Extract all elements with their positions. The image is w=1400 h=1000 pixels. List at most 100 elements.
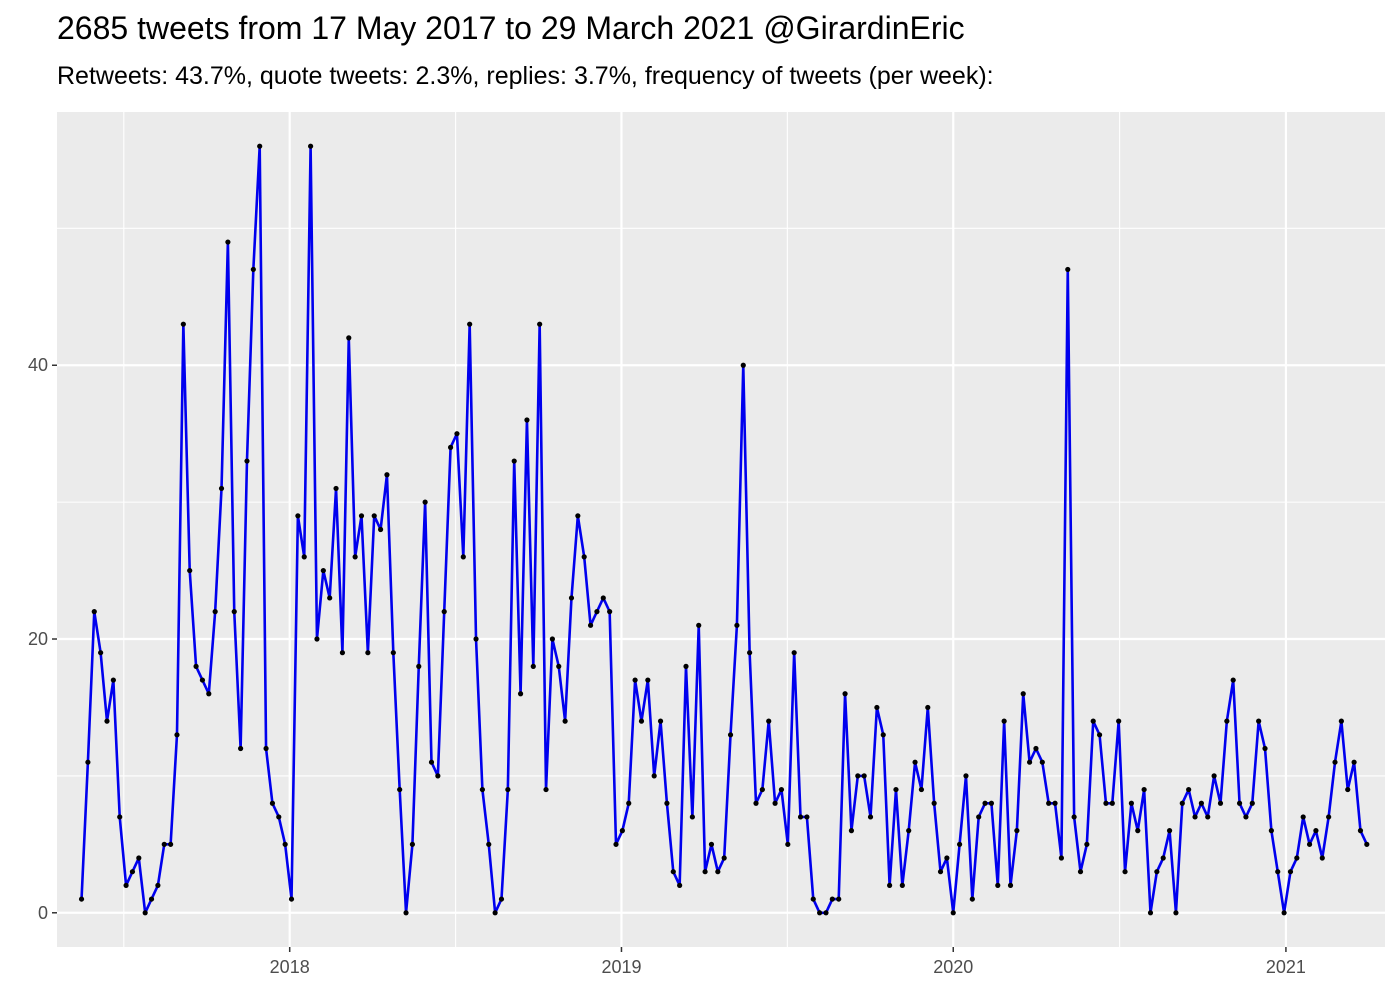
data-point	[85, 759, 91, 765]
data-point	[168, 841, 174, 847]
data-point	[677, 882, 683, 889]
data-point	[187, 567, 193, 574]
y-tick-label: 20	[28, 629, 48, 649]
data-point	[1236, 800, 1243, 806]
data-point	[810, 896, 816, 902]
data-point	[1154, 869, 1160, 875]
data-point	[498, 896, 505, 902]
data-point	[702, 869, 708, 875]
data-point	[486, 841, 492, 847]
x-axis: 2018 2019 2020 2021	[270, 947, 1306, 977]
data-point	[836, 896, 842, 902]
data-point	[1007, 882, 1014, 889]
data-point	[1300, 814, 1306, 820]
data-point	[823, 910, 829, 916]
minor-gridlines	[57, 112, 1385, 947]
data-point	[1033, 745, 1039, 752]
data-point	[467, 321, 473, 327]
data-point	[1198, 800, 1204, 806]
data-point	[358, 513, 365, 519]
series-layer	[78, 143, 1370, 916]
data-point	[263, 745, 269, 752]
data-point	[619, 828, 625, 834]
data-point	[912, 759, 918, 765]
data-point	[1026, 759, 1033, 765]
data-point	[206, 691, 212, 697]
data-point	[651, 773, 657, 779]
data-point	[1160, 855, 1166, 861]
data-point	[78, 896, 85, 902]
data-point	[91, 609, 97, 615]
data-point	[1186, 786, 1192, 793]
data-point	[874, 704, 880, 711]
data-point	[1166, 828, 1173, 834]
data-point	[1096, 732, 1103, 738]
data-point	[1211, 773, 1217, 779]
data-point	[632, 677, 638, 683]
data-point	[918, 786, 925, 793]
data-point	[327, 595, 333, 601]
data-point	[893, 786, 899, 793]
data-point	[950, 910, 956, 916]
data-point	[1077, 869, 1084, 875]
data-point	[708, 841, 715, 847]
data-point	[645, 677, 651, 683]
data-point	[1345, 786, 1351, 793]
data-point	[155, 882, 161, 889]
data-point	[524, 417, 530, 423]
data-point	[855, 773, 861, 779]
data-point	[397, 786, 403, 793]
data-point	[664, 800, 670, 806]
x-tick-label: 2018	[270, 957, 310, 977]
data-point	[696, 622, 702, 628]
data-point	[530, 663, 536, 669]
chart-subtitle: Retweets: 43.7%, quote tweets: 2.3%, rep…	[57, 62, 994, 90]
data-point	[403, 910, 409, 916]
data-point	[479, 786, 485, 793]
data-point	[1351, 759, 1357, 765]
data-point	[817, 910, 823, 916]
data-point	[600, 595, 606, 601]
data-point	[517, 691, 524, 697]
data-point	[568, 595, 575, 601]
data-point	[1179, 800, 1185, 806]
data-point	[556, 663, 562, 669]
data-point	[129, 869, 136, 875]
plot-panel	[57, 112, 1385, 947]
data-point	[867, 814, 874, 820]
data-point	[721, 855, 727, 861]
data-point	[937, 869, 944, 875]
data-point	[785, 841, 791, 847]
data-point	[925, 704, 931, 711]
data-point	[473, 636, 479, 642]
data-point	[1141, 786, 1147, 793]
data-point	[1065, 266, 1071, 273]
data-point	[288, 896, 295, 902]
data-point	[734, 622, 740, 628]
chart-title: 2685 tweets from 17 May 2017 to 29 March…	[57, 10, 965, 46]
data-point	[804, 814, 810, 820]
data-point	[460, 554, 466, 560]
data-point	[689, 814, 695, 820]
data-point	[409, 841, 416, 847]
data-point	[848, 828, 855, 834]
data-point	[441, 609, 447, 615]
data-point	[238, 745, 244, 752]
data-point	[587, 622, 594, 628]
data-point	[435, 773, 441, 779]
data-point	[282, 841, 288, 847]
data-point	[1103, 800, 1109, 806]
data-point	[969, 896, 975, 902]
data-point	[880, 732, 886, 738]
data-point	[1313, 828, 1319, 834]
data-point	[638, 718, 645, 724]
data-point	[995, 882, 1001, 889]
data-point	[365, 650, 371, 656]
data-point	[613, 841, 619, 847]
data-point	[1192, 814, 1198, 820]
data-point	[1205, 814, 1211, 820]
data-point	[740, 362, 746, 368]
y-tick-label: 40	[28, 355, 48, 375]
y-axis: 0 20 40	[28, 355, 57, 923]
data-point	[543, 786, 549, 793]
